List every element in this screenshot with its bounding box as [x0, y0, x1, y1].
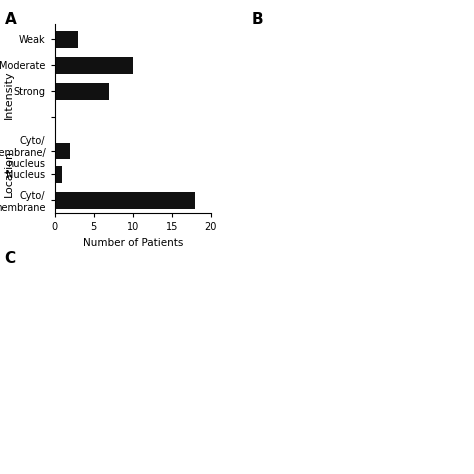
- Bar: [55, 83, 109, 100]
- Text: Intensity: Intensity: [3, 71, 14, 119]
- X-axis label: Number of Patients: Number of Patients: [82, 238, 183, 248]
- Text: B: B: [251, 12, 263, 27]
- Bar: [55, 166, 63, 183]
- Bar: [55, 192, 195, 209]
- Bar: [55, 31, 78, 48]
- Text: A: A: [5, 12, 17, 27]
- Text: Location: Location: [3, 149, 14, 197]
- Text: C: C: [5, 251, 16, 266]
- Bar: [55, 57, 133, 73]
- Bar: [55, 143, 70, 159]
